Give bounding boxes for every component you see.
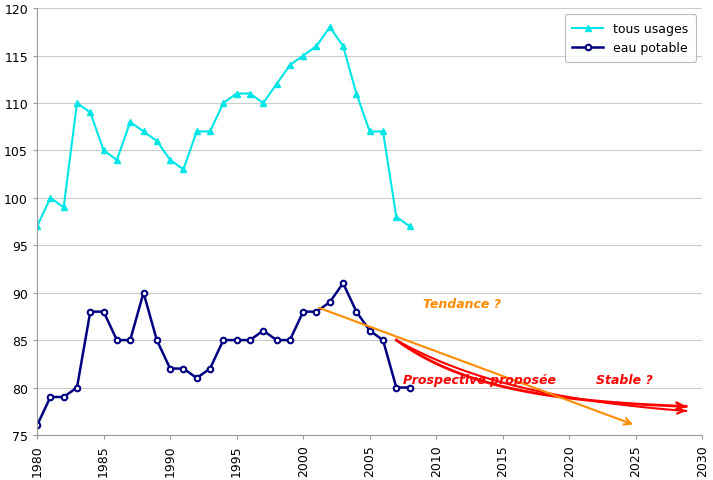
tous usages bbox=[193, 129, 201, 135]
Text: Stable ?: Stable ? bbox=[596, 373, 652, 386]
tous usages bbox=[139, 129, 148, 135]
tous usages bbox=[166, 158, 175, 164]
Legend: tous usages, eau potable: tous usages, eau potable bbox=[565, 15, 696, 62]
tous usages bbox=[73, 101, 81, 107]
tous usages bbox=[379, 129, 387, 135]
eau potable bbox=[126, 337, 135, 343]
eau potable bbox=[219, 337, 227, 343]
tous usages bbox=[259, 101, 267, 107]
eau potable bbox=[352, 309, 361, 315]
eau potable bbox=[73, 385, 81, 391]
tous usages bbox=[312, 44, 321, 50]
eau potable bbox=[246, 337, 255, 343]
tous usages bbox=[153, 139, 161, 144]
eau potable bbox=[312, 309, 321, 315]
eau potable bbox=[259, 328, 267, 334]
eau potable bbox=[113, 337, 121, 343]
eau potable bbox=[232, 337, 241, 343]
Line: eau potable: eau potable bbox=[34, 281, 412, 428]
eau potable bbox=[286, 337, 294, 343]
tous usages bbox=[246, 92, 255, 97]
eau potable bbox=[392, 385, 401, 391]
eau potable bbox=[339, 281, 347, 287]
Text: Tendance ?: Tendance ? bbox=[423, 297, 501, 310]
eau potable bbox=[46, 394, 55, 400]
tous usages bbox=[59, 205, 68, 211]
tous usages bbox=[352, 92, 361, 97]
tous usages bbox=[86, 110, 95, 116]
eau potable bbox=[193, 375, 201, 381]
tous usages bbox=[405, 224, 414, 230]
eau potable bbox=[379, 337, 387, 343]
eau potable bbox=[179, 366, 188, 372]
tous usages bbox=[232, 92, 241, 97]
tous usages bbox=[219, 101, 227, 107]
eau potable bbox=[33, 423, 41, 429]
eau potable bbox=[59, 394, 68, 400]
tous usages bbox=[46, 195, 55, 201]
tous usages bbox=[339, 44, 347, 50]
eau potable bbox=[366, 328, 374, 334]
tous usages bbox=[33, 224, 41, 230]
eau potable bbox=[405, 385, 414, 391]
tous usages bbox=[366, 129, 374, 135]
tous usages bbox=[299, 54, 307, 60]
eau potable bbox=[86, 309, 95, 315]
tous usages bbox=[99, 148, 108, 154]
tous usages bbox=[286, 63, 294, 69]
eau potable bbox=[166, 366, 175, 372]
tous usages bbox=[272, 82, 281, 88]
tous usages bbox=[392, 215, 401, 220]
eau potable bbox=[139, 290, 148, 296]
eau potable bbox=[153, 337, 161, 343]
Text: Prospective proposée: Prospective proposée bbox=[403, 373, 556, 386]
eau potable bbox=[206, 366, 215, 372]
eau potable bbox=[299, 309, 307, 315]
tous usages bbox=[113, 158, 121, 164]
eau potable bbox=[272, 337, 281, 343]
Line: tous usages: tous usages bbox=[34, 25, 412, 229]
eau potable bbox=[99, 309, 108, 315]
tous usages bbox=[126, 120, 135, 126]
tous usages bbox=[206, 129, 215, 135]
eau potable bbox=[326, 300, 334, 305]
tous usages bbox=[326, 25, 334, 31]
tous usages bbox=[179, 167, 188, 173]
